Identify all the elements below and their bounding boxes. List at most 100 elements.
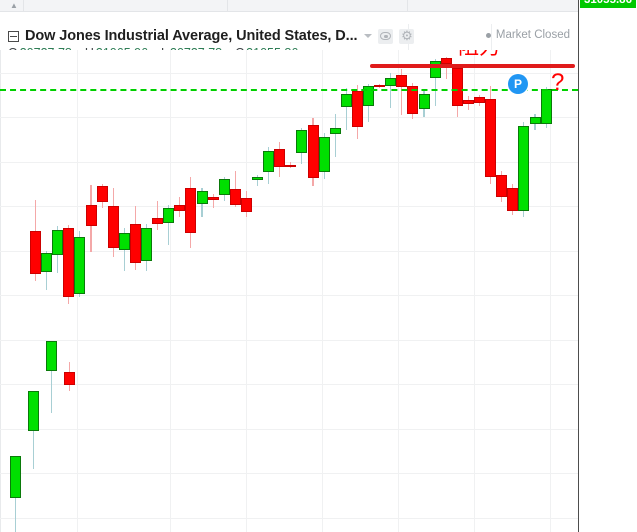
gridline-vertical	[322, 50, 323, 532]
gridline-horizontal	[0, 295, 578, 297]
candle-body	[440, 58, 452, 64]
candle-body	[30, 230, 41, 275]
candle-body	[485, 99, 497, 178]
candle-wick	[345, 88, 347, 131]
candle-body	[374, 84, 386, 88]
plot-left-edge	[0, 50, 1, 532]
candle-body	[85, 205, 97, 227]
toolbar-cell-1[interactable]: ▲	[0, 0, 24, 11]
candle-body	[429, 61, 441, 79]
candle-wick	[256, 175, 259, 187]
candle-body	[218, 179, 230, 196]
candle-body	[318, 137, 330, 172]
candle-body	[107, 206, 119, 249]
candle-body	[129, 224, 141, 263]
candle-wick	[434, 59, 436, 106]
gridline-horizontal	[0, 206, 578, 208]
collapse-minus-icon[interactable]	[8, 30, 19, 42]
candle-body	[540, 88, 552, 124]
candle-body	[496, 175, 508, 198]
last-price-line	[0, 88, 578, 91]
candle-body	[64, 372, 75, 386]
gridline-vertical	[170, 50, 171, 532]
last-price-tag: 31055.86	[580, 0, 636, 8]
candle-body	[363, 85, 374, 106]
candle-wick	[234, 170, 236, 208]
candle-body	[296, 130, 308, 153]
resistance-line[interactable]	[370, 63, 575, 68]
candle-body	[385, 78, 397, 86]
candle-body	[196, 190, 208, 204]
candle-body	[418, 93, 430, 110]
candle-body	[396, 74, 408, 88]
toolbar-cell-2[interactable]	[24, 0, 228, 11]
chevron-down-icon[interactable]	[364, 34, 373, 38]
market-status-label: Market Closed	[495, 29, 570, 41]
candle-body	[351, 91, 363, 128]
candle-body	[174, 205, 186, 211]
status-dot-icon	[485, 32, 491, 38]
gridline-horizontal	[0, 117, 578, 119]
candle-body	[52, 229, 64, 256]
chart-header: Dow Jones Industrial Average, United Sta…	[0, 12, 637, 62]
grip-icon[interactable]: ▲	[10, 1, 18, 10]
candle-body	[451, 68, 463, 106]
candle-body	[474, 97, 485, 103]
candle-body	[28, 391, 39, 432]
gridline-horizontal	[0, 339, 578, 341]
candle-body	[118, 232, 130, 250]
resistance-label: 阻力	[458, 50, 500, 61]
question-mark-annotation: ?	[551, 68, 565, 96]
candle-body	[152, 218, 164, 224]
symbol-title[interactable]: Dow Jones Industrial Average, United Sta…	[25, 28, 358, 44]
gear-icon[interactable]	[399, 28, 415, 44]
candle-body	[407, 85, 419, 114]
candle-wick	[290, 161, 292, 169]
candle-body	[163, 208, 175, 223]
candle-body	[462, 100, 474, 104]
candle-body	[507, 188, 519, 211]
candle-body	[10, 455, 21, 498]
candle-wick	[334, 113, 336, 158]
top-toolbar: ▲	[0, 0, 637, 12]
symbol-row: Dow Jones Industrial Average, United Sta…	[8, 27, 415, 45]
candle-body	[529, 117, 541, 124]
candle-wick	[401, 69, 403, 115]
price-axis[interactable]: 31055.86	[578, 0, 637, 532]
candle-body	[141, 228, 152, 261]
chart-plot-area[interactable]: 阻力 P ?	[0, 50, 578, 532]
candle-wick	[445, 56, 447, 80]
candle-wick	[50, 344, 53, 414]
eye-icon[interactable]	[378, 28, 394, 44]
candle-body	[207, 197, 219, 200]
gridline-vertical	[550, 50, 551, 532]
candle-body	[96, 186, 108, 202]
gridline-horizontal	[0, 250, 578, 252]
candle-body	[63, 228, 75, 298]
p-marker[interactable]: P	[508, 73, 528, 94]
candle-wick	[157, 200, 159, 230]
gridline-vertical	[398, 50, 399, 532]
candle-body	[74, 237, 86, 295]
candle-wick	[212, 193, 214, 209]
toolbar-cell-3[interactable]	[228, 0, 408, 11]
candle-body	[274, 149, 286, 168]
gridline-horizontal	[0, 518, 578, 519]
candle-wick	[168, 205, 170, 246]
candle-body	[285, 164, 297, 168]
candle-body	[46, 340, 57, 371]
candle-body	[518, 126, 530, 211]
candle-body	[263, 150, 275, 172]
gridline-vertical	[246, 50, 247, 532]
candle-body	[240, 198, 252, 212]
market-status: Market Closed	[485, 29, 570, 41]
candle-body	[307, 124, 319, 179]
gridline-vertical	[474, 50, 475, 532]
gridline-horizontal	[0, 161, 578, 163]
candle-body	[229, 189, 241, 206]
candle-body	[329, 128, 341, 134]
gridline-horizontal	[0, 384, 578, 386]
candle-wick	[123, 228, 125, 271]
header-divider-2	[491, 24, 492, 62]
